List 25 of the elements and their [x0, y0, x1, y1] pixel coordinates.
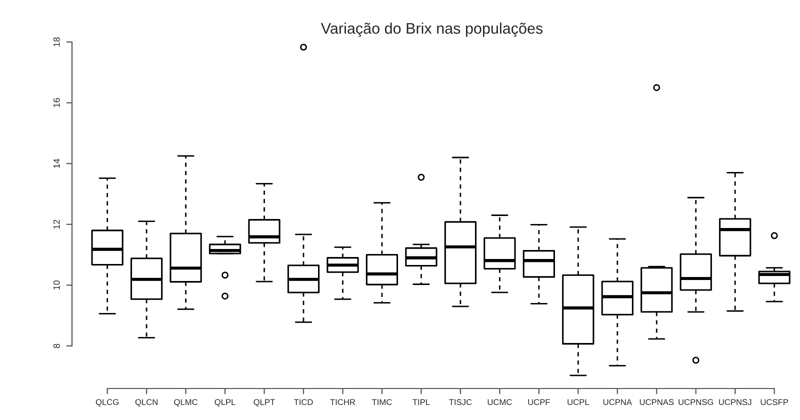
x-tick-label: UCMC: [488, 399, 512, 406]
x-tick-label: TICD: [294, 399, 313, 406]
y-tick-label: 18: [53, 37, 60, 46]
x-tick-label: UCPF: [528, 399, 550, 406]
x-tick-label: QLCG: [96, 399, 118, 407]
x-tick-label: QLPL: [214, 399, 236, 407]
x-tick-label: QLPT: [254, 399, 275, 407]
y-tick-label: 14: [54, 158, 60, 168]
y-tick-label: 16: [53, 98, 60, 108]
x-tick-label: TIPL: [412, 399, 430, 405]
x-tick-label: UCPNSG: [678, 399, 714, 406]
y-tick-label: 8: [53, 344, 60, 348]
x-tick-label: UCPL: [568, 399, 589, 406]
x-tick-label: UCSFP: [760, 399, 788, 406]
y-tick-label: 12: [53, 220, 60, 229]
x-tick-label: TIMC: [372, 399, 392, 406]
y-tick-label: 10: [53, 280, 60, 290]
x-tick-label: UCPNAS: [640, 399, 674, 406]
x-tick-label: TICHR: [330, 399, 356, 406]
chart-title: Variação do Brix nas populações: [320, 22, 543, 37]
x-tick-label: UCPNSJ: [719, 399, 752, 406]
x-tick-label: TISJC: [449, 399, 472, 406]
x-tick-label: UCPNA: [603, 399, 632, 406]
x-tick-label: QLCN: [135, 399, 158, 407]
x-tick-label: QLMC: [174, 399, 198, 407]
